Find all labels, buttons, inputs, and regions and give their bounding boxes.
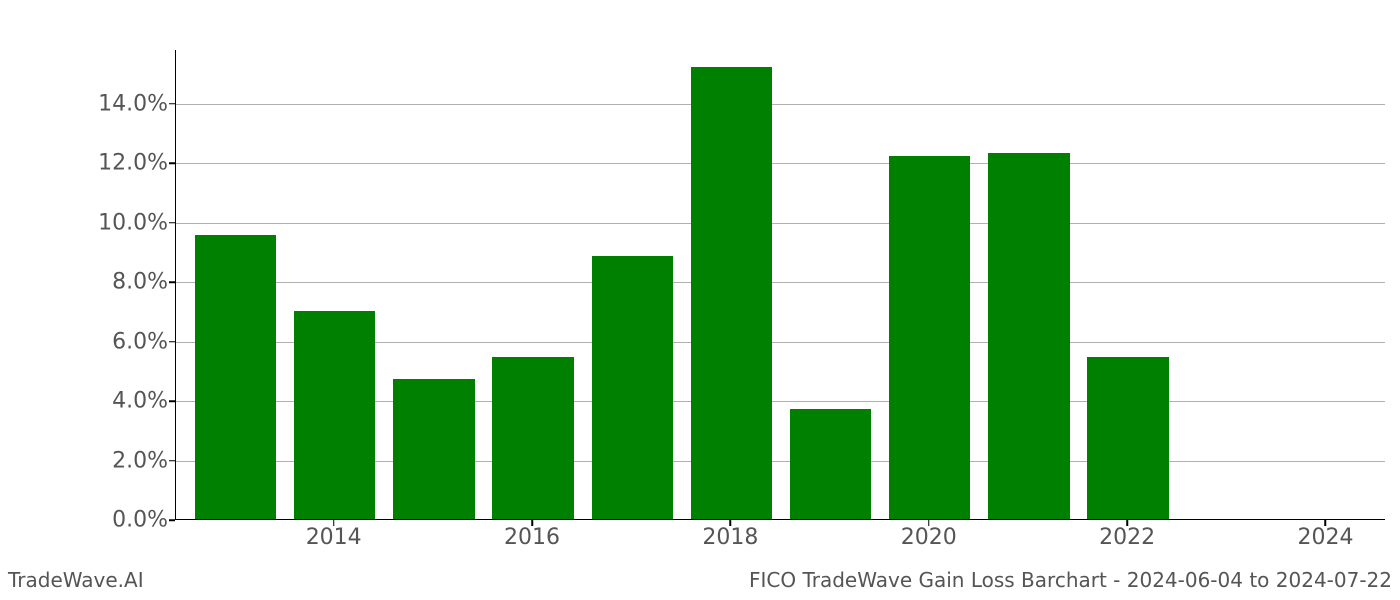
gridline (176, 104, 1385, 105)
bar (294, 311, 375, 519)
x-tick-mark (730, 520, 732, 526)
x-tick-label: 2014 (306, 525, 362, 550)
bar (1087, 357, 1168, 519)
y-tick-label: 0.0% (112, 508, 168, 533)
plot-area (175, 50, 1385, 520)
footer-left-text: TradeWave.AI (8, 568, 144, 592)
gridline (176, 163, 1385, 164)
y-tick-label: 4.0% (112, 389, 168, 414)
y-tick-mark (169, 341, 175, 343)
chart-container: 0.0% 2.0% 4.0% 6.0% 8.0% 10.0% 12.0% 14.0% 2014… (0, 0, 1400, 600)
bar (889, 156, 970, 519)
bar (988, 153, 1069, 519)
bar (393, 379, 474, 519)
bar (790, 409, 871, 519)
x-tick-mark (531, 520, 533, 526)
x-tick-mark (333, 520, 335, 526)
bar (691, 67, 772, 519)
x-tick-label: 2016 (504, 525, 560, 550)
y-tick-label: 12.0% (98, 151, 168, 176)
x-tick-label: 2018 (702, 525, 758, 550)
y-tick-mark (169, 103, 175, 105)
y-tick-label: 14.0% (98, 91, 168, 116)
x-tick-label: 2024 (1297, 525, 1353, 550)
x-tick-label: 2022 (1099, 525, 1155, 550)
x-tick-mark (1126, 520, 1128, 526)
bar (492, 357, 573, 519)
y-tick-mark (169, 162, 175, 164)
y-tick-label: 2.0% (112, 448, 168, 473)
y-tick-label: 10.0% (98, 210, 168, 235)
x-tick-label: 2020 (901, 525, 957, 550)
footer-right-text: FICO TradeWave Gain Loss Barchart - 2024… (749, 568, 1392, 592)
x-tick-mark (1325, 520, 1327, 526)
bar (592, 256, 673, 519)
gridline (176, 223, 1385, 224)
y-tick-mark (169, 400, 175, 402)
x-tick-mark (928, 520, 930, 526)
gridline (176, 282, 1385, 283)
y-tick-mark (169, 281, 175, 283)
bar (195, 235, 276, 519)
y-tick-mark (169, 222, 175, 224)
y-tick-mark (169, 460, 175, 462)
y-tick-label: 6.0% (112, 329, 168, 354)
y-tick-label: 8.0% (112, 270, 168, 295)
y-tick-mark (169, 519, 175, 521)
